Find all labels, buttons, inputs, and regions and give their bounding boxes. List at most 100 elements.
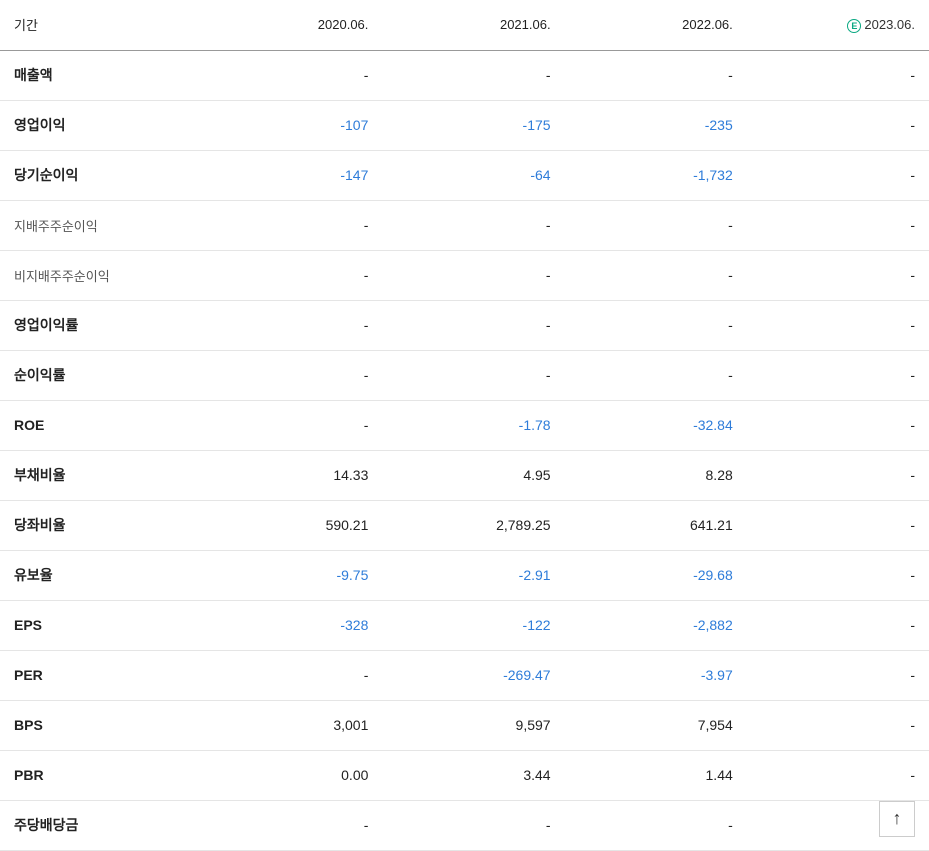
cell-value: -	[565, 300, 747, 350]
row-label: BPS	[0, 700, 200, 750]
row-label: 순이익률	[0, 350, 200, 400]
table-row: 유보율-9.75-2.91-29.68-	[0, 550, 929, 600]
cell-value: -	[382, 350, 564, 400]
cell-value: -	[565, 250, 747, 300]
cell-value: -	[747, 50, 929, 100]
row-label: 지배주주순이익	[0, 200, 200, 250]
cell-value: 2,789.25	[382, 500, 564, 550]
row-label: 당좌비율	[0, 500, 200, 550]
cell-value: -	[747, 500, 929, 550]
cell-value: -	[382, 800, 564, 850]
cell-value: 590.21	[200, 500, 382, 550]
cell-value: -	[200, 350, 382, 400]
cell-value: -	[747, 650, 929, 700]
cell-value: -	[747, 600, 929, 650]
table-row: 비지배주주순이익----	[0, 250, 929, 300]
cell-value: 14.33	[200, 450, 382, 500]
cell-value: -	[747, 750, 929, 800]
table-row: EPS-328-122-2,882-	[0, 600, 929, 650]
cell-value: -	[747, 100, 929, 150]
row-label: PER	[0, 650, 200, 700]
table-row: BPS3,0019,5977,954-	[0, 700, 929, 750]
cell-value: -107	[200, 100, 382, 150]
cell-value: -328	[200, 600, 382, 650]
cell-value: -	[747, 200, 929, 250]
table-row: ROE--1.78-32.84-	[0, 400, 929, 450]
row-label: 유보율	[0, 550, 200, 600]
table-row: 부채비율14.334.958.28-	[0, 450, 929, 500]
header-period-3-text: 2023.06.	[864, 17, 915, 32]
cell-value: -	[747, 350, 929, 400]
arrow-up-icon: ↑	[893, 808, 902, 829]
cell-value: -235	[565, 100, 747, 150]
table-row: PER--269.47-3.97-	[0, 650, 929, 700]
row-label: PBR	[0, 750, 200, 800]
cell-value: -1,732	[565, 150, 747, 200]
cell-value: -29.68	[565, 550, 747, 600]
cell-value: -	[565, 800, 747, 850]
cell-value: -269.47	[382, 650, 564, 700]
table-row: PBR0.003.441.44-	[0, 750, 929, 800]
cell-value: -	[200, 800, 382, 850]
cell-value: 8.28	[565, 450, 747, 500]
estimate-badge-icon: E	[847, 19, 861, 33]
table-body: 매출액----영업이익-107-175-235-당기순이익-147-64-1,7…	[0, 50, 929, 850]
cell-value: -	[200, 400, 382, 450]
cell-value: 1.44	[565, 750, 747, 800]
financial-table: 기간 2020.06. 2021.06. 2022.06. E2023.06. …	[0, 0, 929, 851]
cell-value: 3.44	[382, 750, 564, 800]
cell-value: -	[747, 300, 929, 350]
cell-value: 4.95	[382, 450, 564, 500]
cell-value: -	[747, 150, 929, 200]
row-label: 영업이익	[0, 100, 200, 150]
cell-value: -	[565, 350, 747, 400]
cell-value: -64	[382, 150, 564, 200]
cell-value: -32.84	[565, 400, 747, 450]
cell-value: -	[200, 50, 382, 100]
header-period-0: 2020.06.	[200, 0, 382, 50]
cell-value: -3.97	[565, 650, 747, 700]
cell-value: -	[747, 400, 929, 450]
row-label: 비지배주주순이익	[0, 250, 200, 300]
table-row: 지배주주순이익----	[0, 200, 929, 250]
scroll-top-button[interactable]: ↑	[879, 801, 915, 837]
cell-value: -9.75	[200, 550, 382, 600]
cell-value: -	[200, 250, 382, 300]
cell-value: -2.91	[382, 550, 564, 600]
cell-value: -	[382, 250, 564, 300]
cell-value: -	[200, 200, 382, 250]
cell-value: -122	[382, 600, 564, 650]
header-period-1: 2021.06.	[382, 0, 564, 50]
table-row: 순이익률----	[0, 350, 929, 400]
cell-value: -	[200, 650, 382, 700]
table-row: 당기순이익-147-64-1,732-	[0, 150, 929, 200]
header-label: 기간	[0, 0, 200, 50]
cell-value: 9,597	[382, 700, 564, 750]
table-row: 영업이익률----	[0, 300, 929, 350]
row-label: EPS	[0, 600, 200, 650]
cell-value: -	[747, 450, 929, 500]
row-label: ROE	[0, 400, 200, 450]
table-row: 매출액----	[0, 50, 929, 100]
table-row: 당좌비율590.212,789.25641.21-	[0, 500, 929, 550]
cell-value: -	[200, 300, 382, 350]
cell-value: 3,001	[200, 700, 382, 750]
cell-value: -1.78	[382, 400, 564, 450]
row-label: 부채비율	[0, 450, 200, 500]
row-label: 영업이익률	[0, 300, 200, 350]
cell-value: -	[565, 50, 747, 100]
table-row: 영업이익-107-175-235-	[0, 100, 929, 150]
cell-value: -	[565, 200, 747, 250]
row-label: 주당배당금	[0, 800, 200, 850]
cell-value: 7,954	[565, 700, 747, 750]
cell-value: -147	[200, 150, 382, 200]
cell-value: -	[747, 250, 929, 300]
cell-value: -	[747, 550, 929, 600]
cell-value: -	[747, 700, 929, 750]
cell-value: -	[382, 300, 564, 350]
table-header: 기간 2020.06. 2021.06. 2022.06. E2023.06.	[0, 0, 929, 50]
cell-value: -175	[382, 100, 564, 150]
header-period-2: 2022.06.	[565, 0, 747, 50]
header-period-3: E2023.06.	[747, 0, 929, 50]
row-label: 당기순이익	[0, 150, 200, 200]
